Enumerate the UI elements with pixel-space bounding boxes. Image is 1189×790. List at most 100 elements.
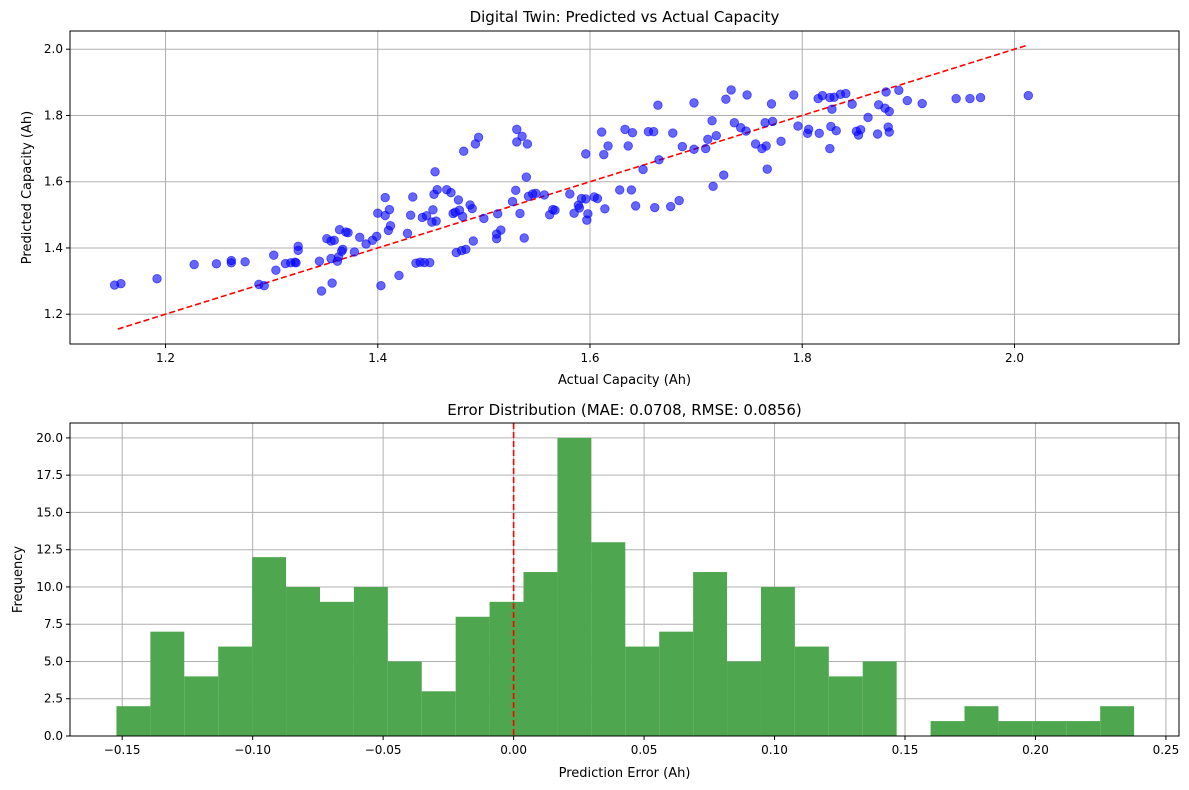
scatter-point: [385, 221, 396, 231]
scatter-point: [479, 213, 489, 224]
scatter-point: [776, 136, 786, 146]
scatter-point: [703, 134, 713, 145]
histogram-bar: [489, 601, 524, 736]
scatter-point: [515, 208, 525, 219]
histogram-bar: [1100, 706, 1135, 736]
scatter-point: [408, 192, 418, 202]
scatter-point: [884, 127, 894, 137]
scatter-point: [767, 116, 778, 127]
scatter-reference-line: [117, 44, 1028, 330]
histogram-bar: [218, 646, 253, 736]
scatter-x-tick-label: 1.4: [368, 351, 387, 365]
scatter-y-tick-label: 1.8: [44, 108, 63, 122]
histogram-bar: [421, 691, 456, 736]
scatter-point: [468, 236, 478, 246]
histogram-bar: [387, 661, 422, 736]
scatter-x-axis-label: Actual Capacity (Ah): [558, 373, 691, 388]
scatter-point: [761, 141, 771, 151]
scatter-point: [863, 112, 873, 123]
histogram-bar: [794, 646, 829, 736]
scatter-point: [668, 128, 678, 138]
scatter-point: [627, 127, 638, 138]
scatter-point: [965, 93, 975, 104]
scatter-point: [689, 98, 699, 108]
scatter-point: [394, 270, 404, 281]
scatter-point: [226, 255, 237, 266]
scatter-point: [446, 187, 456, 198]
scatter-point: [425, 257, 435, 268]
scatter-point: [512, 124, 522, 135]
histogram-y-tick-label: 0.0: [44, 729, 63, 743]
histogram-bar: [286, 586, 320, 736]
scatter-point: [975, 92, 986, 103]
histogram-title: Error Distribution (MAE: 0.0708, RMSE: 0…: [447, 401, 802, 419]
scatter-point: [565, 189, 575, 199]
histogram-bar: [693, 572, 728, 736]
histogram-x-tick-label: −0.10: [234, 743, 271, 757]
scatter-point: [380, 192, 390, 203]
scatter-point: [1023, 90, 1034, 101]
histogram-y-tick-label: 2.5: [44, 692, 63, 706]
scatter-point: [116, 279, 126, 289]
histogram-x-tick-label: 0.15: [892, 743, 919, 757]
scatter-point: [349, 247, 360, 257]
scatter-x-tick-label: 1.6: [580, 351, 599, 365]
scatter-point: [550, 205, 560, 215]
scatter-point: [841, 88, 851, 99]
histogram-bar: [659, 631, 694, 736]
scatter-chart: Digital Twin: Predicted vs Actual Capaci…: [20, 8, 1180, 388]
scatter-point: [519, 233, 529, 243]
scatter-title: Digital Twin: Predicted vs Actual Capaci…: [470, 8, 780, 26]
scatter-points: [109, 85, 1034, 296]
histogram-bar: [930, 721, 965, 736]
histogram-y-tick-label: 17.5: [36, 468, 63, 482]
histogram-x-tick-label: 0.05: [631, 743, 658, 757]
histogram-bar: [862, 661, 897, 736]
scatter-point: [638, 164, 648, 175]
scatter-point: [338, 244, 348, 254]
histogram-bar: [964, 706, 999, 736]
scatter-point: [951, 93, 961, 104]
histogram-bar: [252, 557, 287, 736]
histogram-bar: [150, 631, 185, 736]
histogram-bar: [557, 437, 592, 736]
scatter-point: [583, 209, 593, 219]
scatter-point: [654, 155, 664, 165]
scatter-point: [881, 87, 891, 97]
scatter-point: [453, 195, 464, 205]
scatter-axes-frame: [69, 30, 1180, 345]
scatter-point: [432, 184, 442, 195]
histogram-y-tick-label: 5.0: [44, 654, 63, 668]
scatter-y-tick-label: 1.4: [44, 241, 63, 255]
histogram-bar: [760, 586, 795, 736]
scatter-point: [189, 259, 199, 270]
scatter-point: [539, 190, 550, 200]
histogram-x-tick-label: 0.10: [761, 743, 788, 757]
histogram-y-tick-label: 15.0: [36, 505, 63, 519]
histogram-bar: [353, 586, 388, 736]
scatter-point: [750, 139, 761, 149]
scatter-point: [316, 286, 327, 296]
histogram-x-tick-label: 0.25: [1153, 743, 1180, 757]
histogram-bar: [998, 721, 1033, 736]
scatter-point: [291, 258, 301, 268]
scatter-point: [574, 203, 585, 213]
histogram-bars: [116, 437, 1135, 736]
scatter-point: [592, 193, 603, 204]
scatter-point: [596, 127, 607, 137]
scatter-point: [459, 146, 469, 156]
scatter-point: [741, 126, 751, 136]
scatter-point: [603, 141, 613, 151]
scatter-point: [269, 250, 279, 260]
scatter-point: [674, 195, 684, 206]
scatter-point: [827, 104, 837, 114]
scatter-point: [793, 121, 803, 131]
scatter-point: [711, 130, 721, 141]
histogram-x-tick-label: −0.05: [365, 743, 402, 757]
scatter-point: [152, 274, 162, 284]
scatter-point: [648, 126, 659, 137]
scatter-point: [430, 167, 440, 177]
scatter-point: [789, 90, 799, 100]
scatter-point: [872, 129, 883, 139]
scatter-point: [259, 281, 269, 291]
